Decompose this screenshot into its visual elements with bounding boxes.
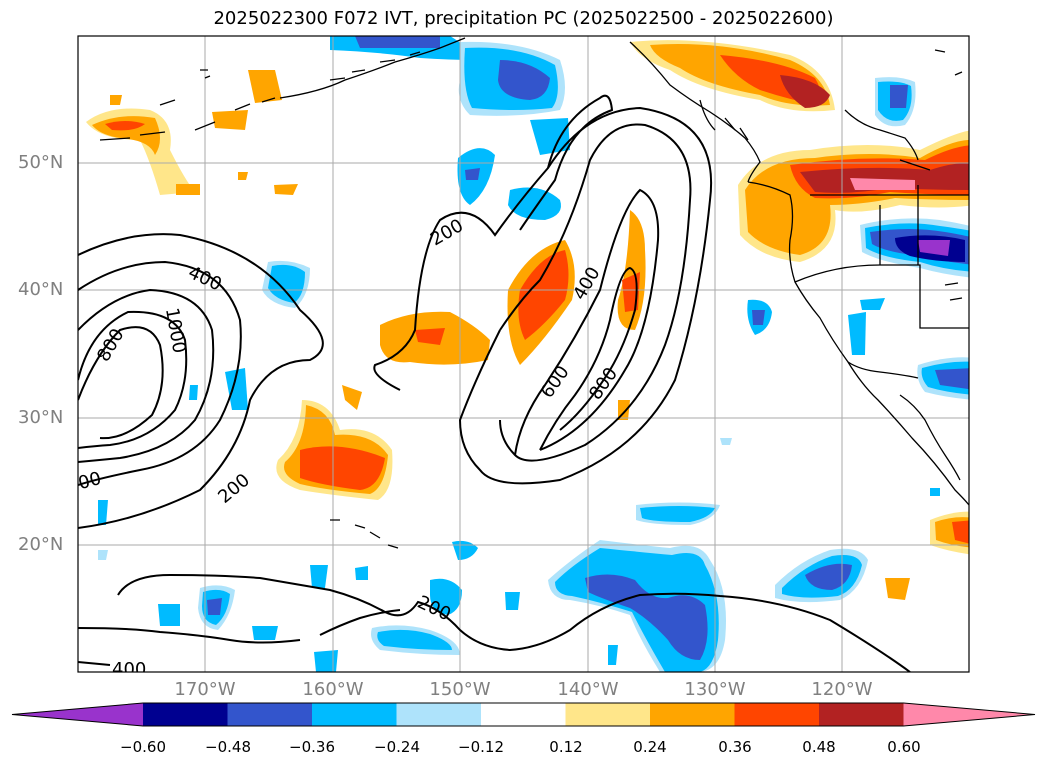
map-frame [77,35,970,673]
gridlines [78,36,969,672]
colorbar-segment [481,703,566,726]
colorbar-segment [312,703,397,726]
lon-label-140w: 140°W [557,679,619,700]
colorbar-tick-label: −0.12 [458,738,504,756]
colorbar [11,702,1036,727]
colorbar-tick-label: 0.36 [718,738,752,756]
ivt-contours [78,94,911,672]
colorbar-tick-label: 0.48 [802,738,836,756]
colorbar-tick-label: −0.36 [289,738,335,756]
colorbar-extend-low [12,703,143,726]
colorbar-tick-label: 0.12 [549,738,583,756]
lon-label-170w: 170°W [174,679,236,700]
colorbar-tick-label: −0.48 [205,738,251,756]
lon-label-160w: 160°W [302,679,364,700]
lon-label-130w: 130°W [684,679,746,700]
colorbar-segment [396,703,482,726]
negative-anomaly-fill [98,36,969,672]
colorbar-tick-label: −0.24 [374,738,420,756]
colorbar-tick-label: 0.60 [887,738,921,756]
colorbar-segment [650,703,735,726]
colorbar-outline [11,702,1036,727]
lat-label-30n: 30°N [18,407,64,428]
colorbar-segment [565,703,651,726]
colorbar-segment [143,703,228,726]
colorbar-segment [819,703,904,726]
colorbar-segment [734,703,820,726]
contour-label: 400 [112,659,146,680]
colorbar-tick-label: −0.60 [120,738,166,756]
lat-label-50n: 50°N [18,152,64,173]
colorbar-tick-label: 0.24 [633,738,667,756]
lon-label-150w: 150°W [429,679,491,700]
colorbar-extend-high [903,703,1035,726]
lon-label-120w: 120°W [811,679,873,700]
plot-area: 400 1000 800 200 200 400 600 800 200 400… [78,36,969,680]
map-title: 2025022300 F072 IVT, precipitation PC (2… [213,8,834,29]
lat-label-40n: 40°N [18,279,64,300]
lat-label-20n: 20°N [18,534,64,555]
coastlines [99,37,969,549]
colorbar-segment [227,703,313,726]
